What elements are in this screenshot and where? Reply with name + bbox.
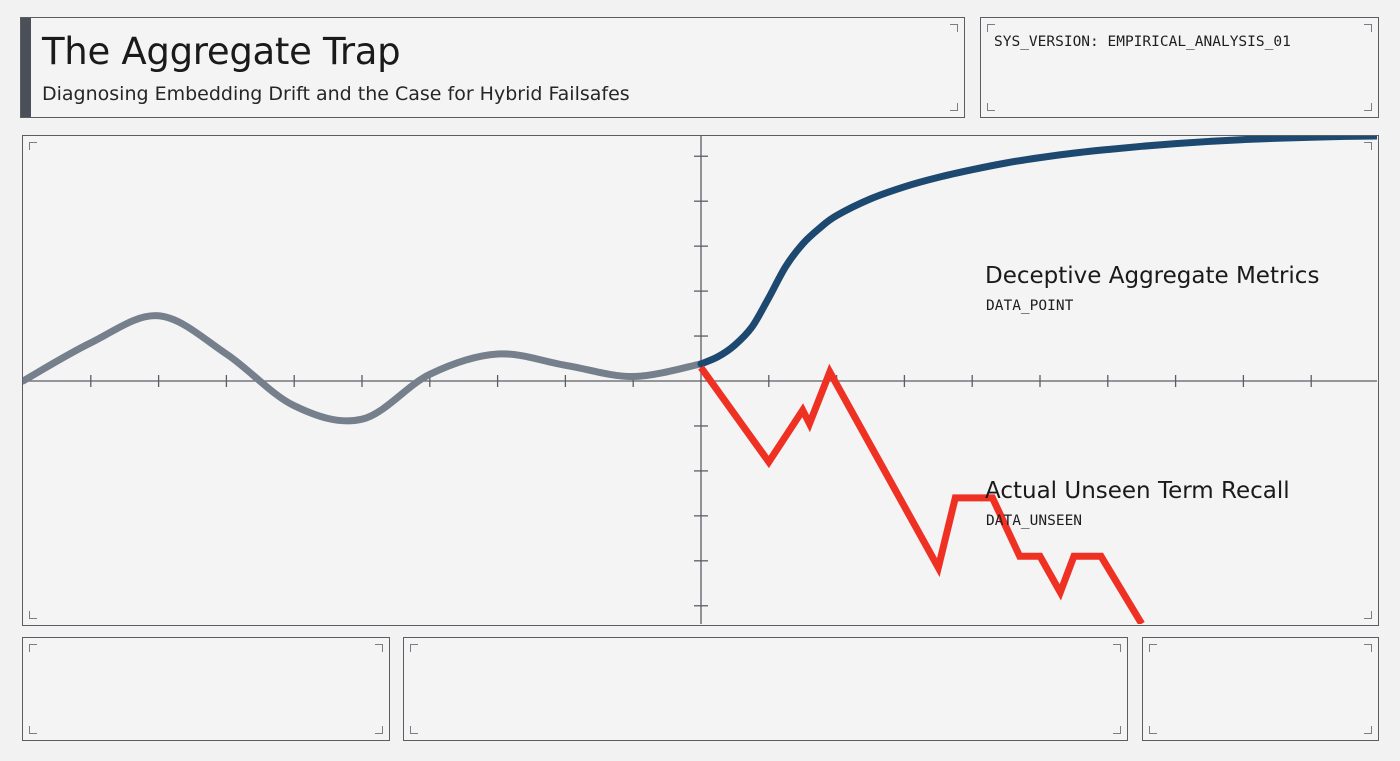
corner-bracket bbox=[950, 103, 958, 111]
corner-bracket bbox=[1149, 644, 1157, 652]
axes bbox=[23, 136, 1377, 624]
series-label-unseen: Actual Unseen Term Recall bbox=[985, 478, 1290, 504]
series-label-aggregate: Deceptive Aggregate Metrics bbox=[985, 263, 1320, 289]
series-line-aggregate bbox=[697, 136, 1377, 368]
corner-bracket bbox=[29, 644, 37, 652]
bottom-left-panel bbox=[22, 637, 390, 741]
chart-panel: Deceptive Aggregate Metrics DATA_POINT A… bbox=[22, 135, 1379, 626]
corner-bracket bbox=[1364, 644, 1372, 652]
corner-bracket bbox=[29, 142, 37, 150]
chart-svg bbox=[23, 136, 1377, 624]
corner-bracket bbox=[375, 644, 383, 652]
series-layer bbox=[23, 136, 1377, 624]
bottom-middle-panel bbox=[403, 637, 1128, 741]
corner-bracket bbox=[1113, 644, 1121, 652]
title-panel: The Aggregate Trap Diagnosing Embedding … bbox=[20, 17, 965, 118]
corner-bracket bbox=[987, 103, 995, 111]
corner-bracket bbox=[29, 611, 37, 619]
corner-bracket bbox=[987, 24, 995, 32]
corner-bracket bbox=[1364, 611, 1372, 619]
page-subtitle: Diagnosing Embedding Drift and the Case … bbox=[42, 83, 630, 105]
corner-bracket bbox=[410, 726, 418, 734]
series-tag-unseen: DATA_UNSEEN bbox=[986, 513, 1083, 529]
corner-bracket bbox=[950, 24, 958, 32]
corner-bracket bbox=[1113, 726, 1121, 734]
page-title: The Aggregate Trap bbox=[42, 30, 401, 73]
corner-bracket bbox=[29, 726, 37, 734]
corner-bracket bbox=[1149, 726, 1157, 734]
corner-bracket bbox=[1364, 24, 1372, 32]
series-line-baseline bbox=[23, 312, 705, 425]
title-accent-bar bbox=[21, 18, 31, 117]
corner-bracket bbox=[1364, 726, 1372, 734]
corner-bracket bbox=[1364, 103, 1372, 111]
version-panel: SYS_VERSION: EMPIRICAL_ANALYSIS_01 bbox=[980, 17, 1379, 118]
bottom-right-panel bbox=[1142, 637, 1379, 741]
series-line-unseen bbox=[698, 363, 1145, 624]
corner-bracket bbox=[375, 726, 383, 734]
version-label: SYS_VERSION: EMPIRICAL_ANALYSIS_01 bbox=[994, 34, 1291, 50]
corner-bracket bbox=[1364, 142, 1372, 150]
corner-bracket bbox=[410, 644, 418, 652]
series-tag-aggregate: DATA_POINT bbox=[986, 298, 1074, 314]
